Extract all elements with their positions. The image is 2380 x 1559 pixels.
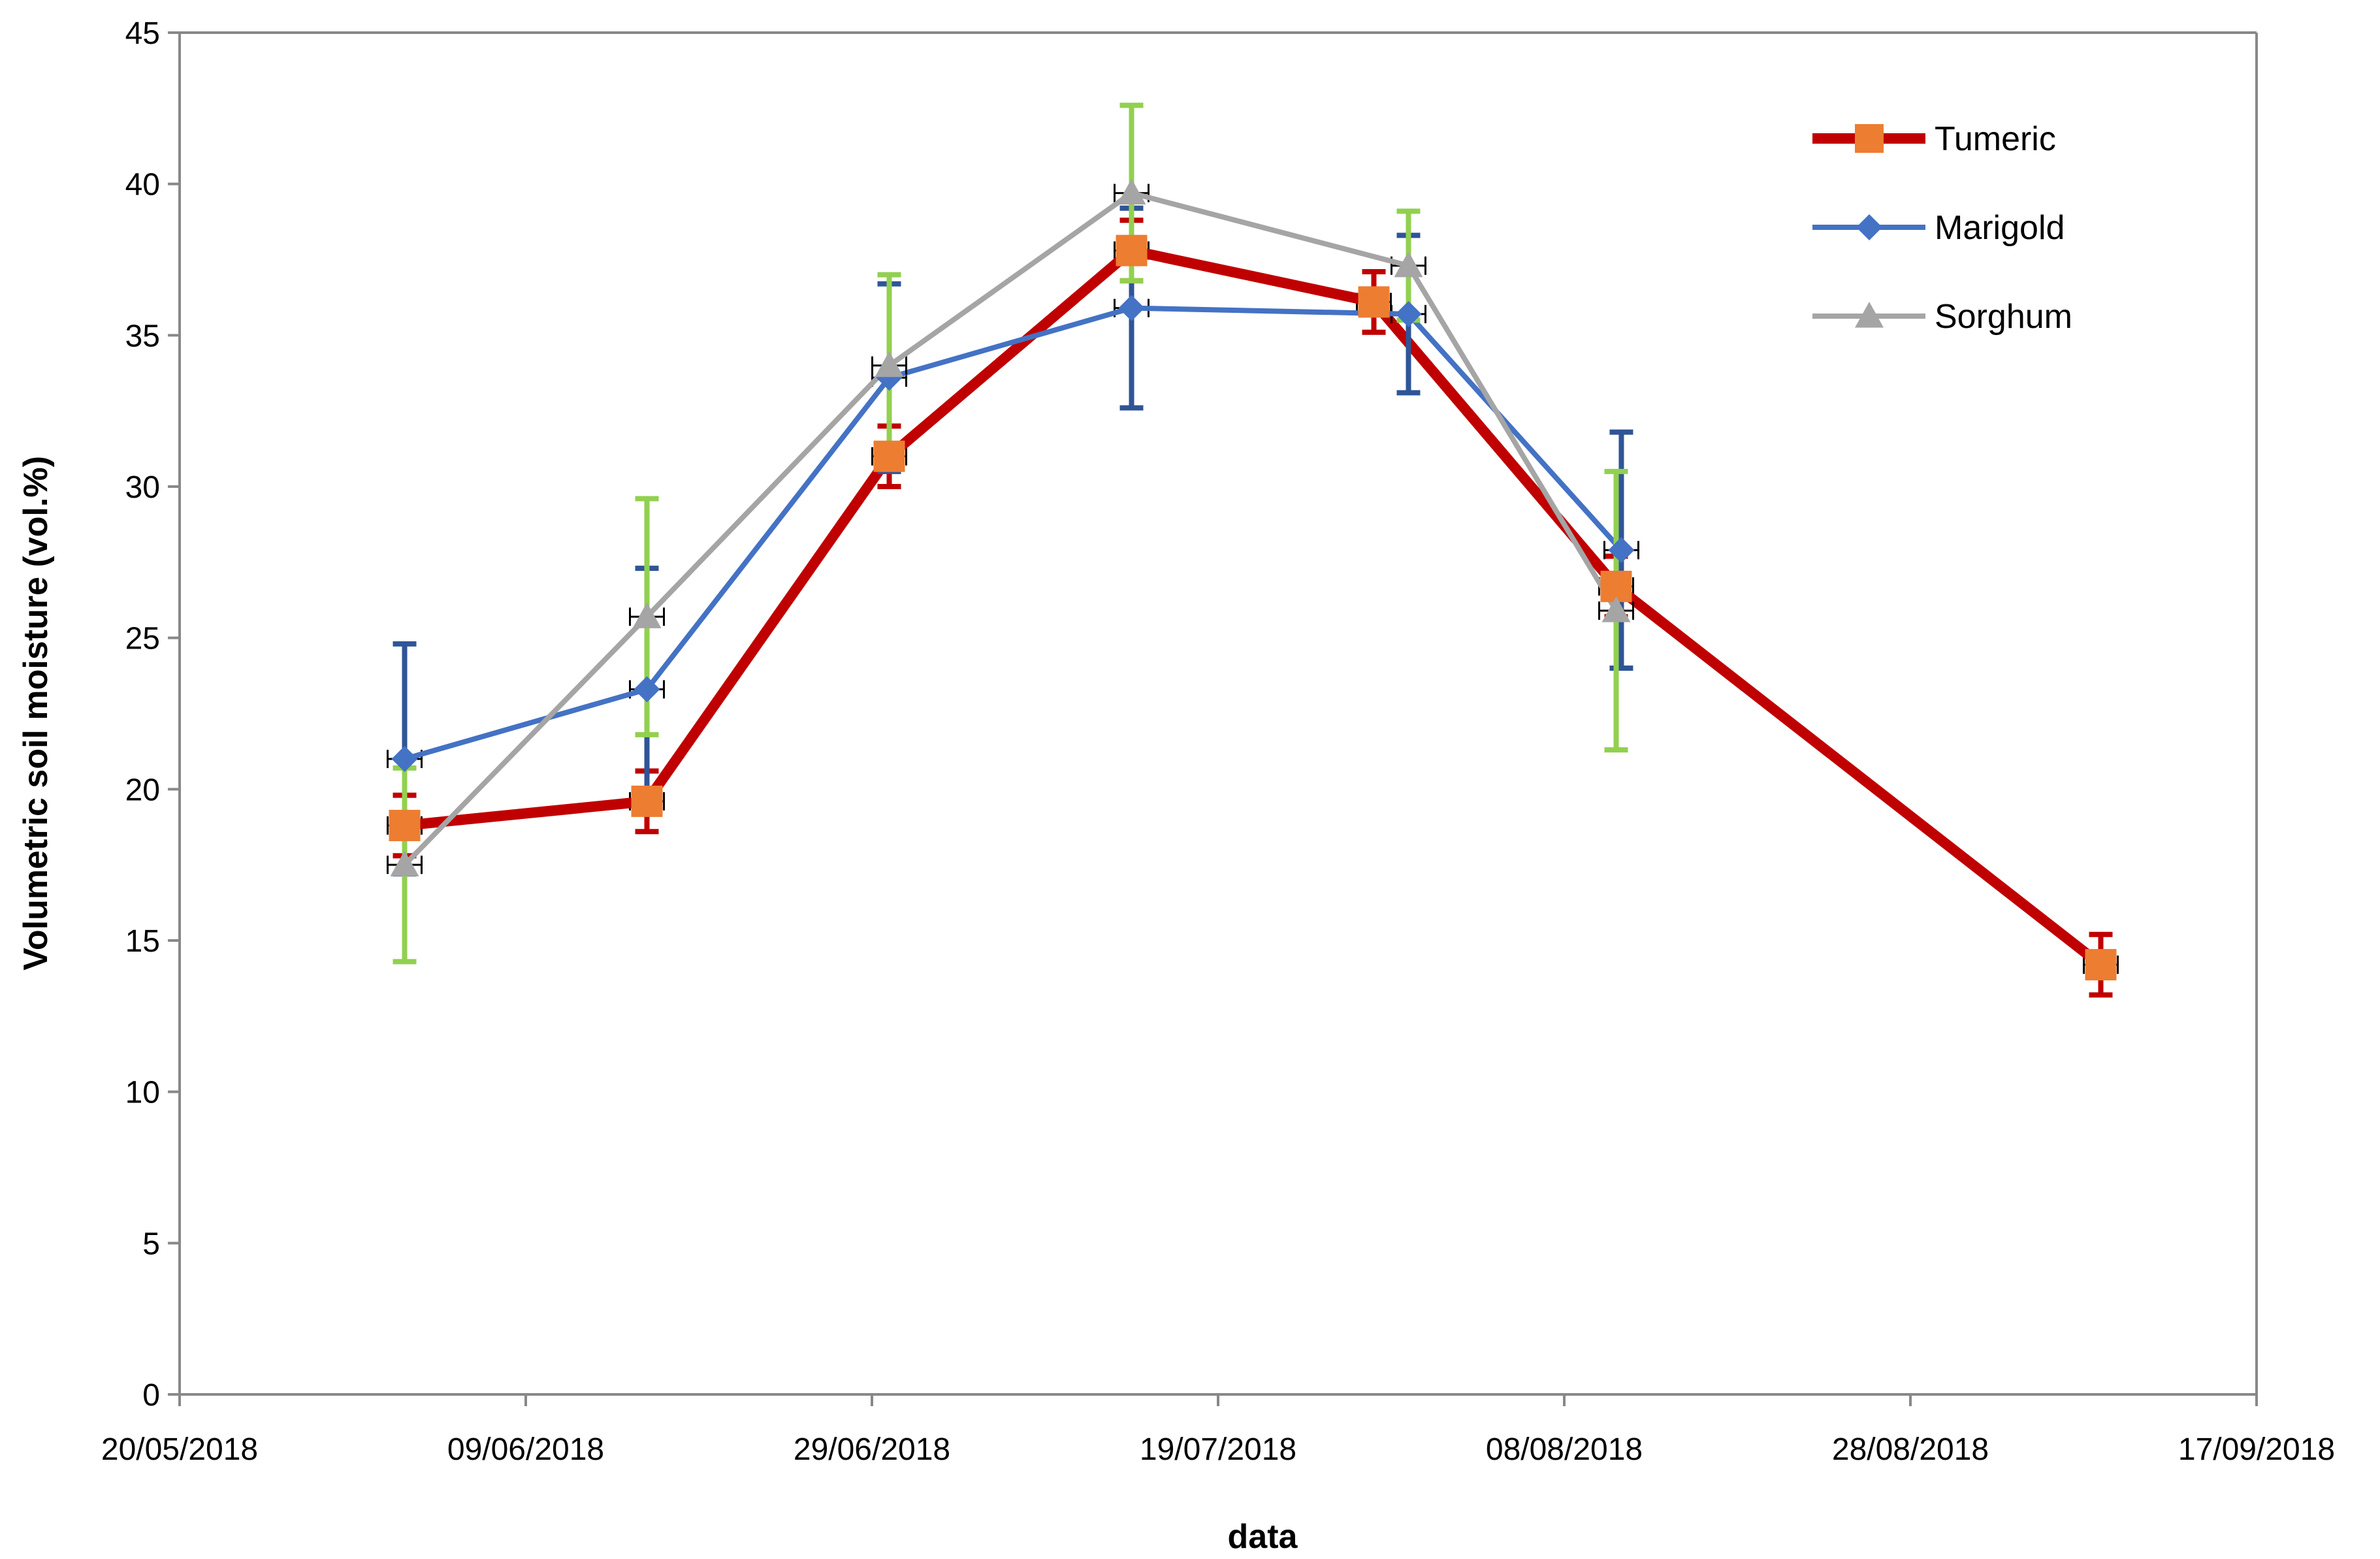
legend-swatch-marker [1855, 124, 1884, 153]
legend-label: Marigold [1935, 209, 2065, 247]
legend-swatch-marker [1856, 214, 1882, 240]
y-tick-label: 0 [142, 1378, 160, 1413]
data-point [1395, 300, 1422, 327]
markers-tumeric [389, 234, 2117, 981]
x-axis-title: data [1228, 1518, 1298, 1556]
y-tick-label: 20 [125, 773, 160, 807]
data-point [1116, 234, 1148, 266]
data-point [2085, 949, 2117, 981]
x-tick-label: 09/06/2018 [447, 1432, 604, 1467]
data-point [1117, 178, 1146, 205]
y-ticks: 0 5 10 15 20 25 30 35 40 45 [125, 16, 180, 1413]
series-sorghum [387, 103, 1634, 965]
y-tick-label: 5 [142, 1227, 160, 1261]
y-tick-label: 10 [125, 1076, 160, 1110]
y-tick-label: 15 [125, 924, 160, 959]
x-ticks: 20/05/2018 09/06/2018 29/06/2018 19/07/2018… [101, 1394, 2335, 1467]
y-axis-title: Volumetric soil moisture (vol.%) [17, 456, 55, 971]
x-tick-label: 28/08/2018 [1832, 1432, 1989, 1467]
data-point [390, 850, 419, 876]
data-point [391, 746, 418, 772]
y-tick-label: 40 [125, 168, 160, 202]
data-point [1394, 251, 1423, 278]
x-tick-label: 19/07/2018 [1140, 1432, 1296, 1467]
x-tick-label: 17/09/2018 [2178, 1432, 2335, 1467]
series-line [404, 305, 1624, 762]
data-point [1608, 537, 1635, 564]
y-tick-label: 25 [125, 622, 160, 656]
x-tick-label: 29/06/2018 [794, 1432, 950, 1467]
markers-marigold [391, 295, 1635, 772]
data-point [1358, 286, 1390, 318]
series-marigold [387, 205, 1639, 877]
data-point [1601, 596, 1631, 622]
x-tick-label: 20/05/2018 [101, 1432, 258, 1467]
data-point [389, 809, 421, 841]
legend-swatch-marker [1855, 302, 1884, 328]
legend-label: Sorghum [1935, 298, 2072, 336]
data-point [631, 785, 663, 817]
legend: Tumeric Marigold Sorghum [1812, 120, 2072, 336]
data-point [632, 602, 662, 628]
data-point [875, 351, 904, 378]
markers-sorghum [390, 178, 1631, 876]
y-tick-label: 35 [125, 319, 160, 353]
y-tick-label: 30 [125, 470, 160, 505]
x-tick-label: 08/08/2018 [1486, 1432, 1643, 1467]
data-point [873, 440, 905, 472]
series-layer [387, 103, 2119, 998]
data-point [634, 676, 660, 703]
y-tick-label: 45 [125, 16, 160, 51]
data-point [1118, 295, 1145, 321]
series-line [402, 190, 1618, 867]
legend-label: Tumeric [1935, 120, 2056, 158]
